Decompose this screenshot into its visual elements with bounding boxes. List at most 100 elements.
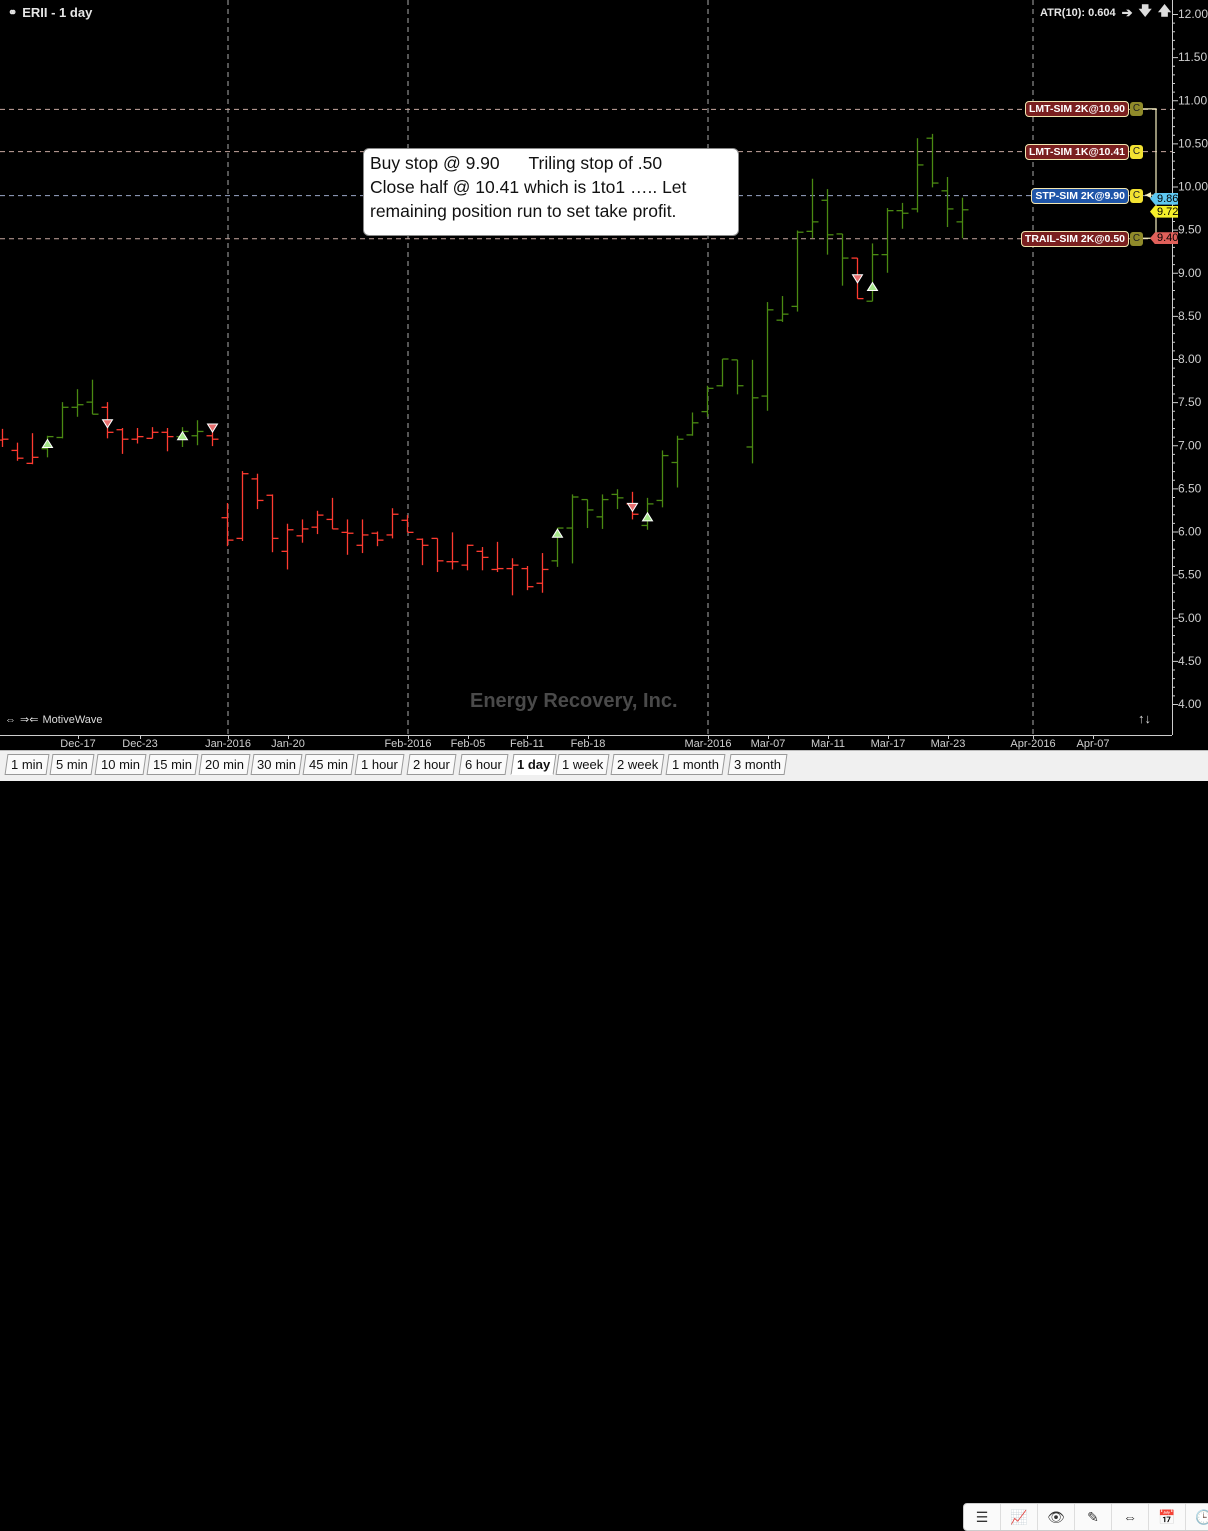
ohlc-bar <box>536 553 549 593</box>
brand-label: MotiveWave <box>42 713 103 726</box>
tab-label: 2 week <box>617 757 659 772</box>
order-label[interactable]: LMT-SIM 2K@10.90 C <box>1024 101 1143 118</box>
price-tick-label: 7.50 <box>1178 395 1202 409</box>
arrow-down-icon[interactable]: 🡇 <box>1138 3 1152 18</box>
tab-label: 5 min <box>56 757 88 772</box>
date-axis[interactable]: Dec-17 Dec-23 Jan-2016 Jan-20 Feb-2016 Feb-05… <box>0 735 1172 750</box>
buy-signal-icon <box>641 511 654 522</box>
ohlc-bar <box>146 427 159 440</box>
price-tick-label: 7.00 <box>1178 438 1202 452</box>
ohlc-bar <box>326 497 339 530</box>
order-label[interactable]: TRAIL-SIM 2K@0.50 C <box>1020 230 1143 247</box>
price-tick-label: 4.00 <box>1178 697 1202 711</box>
ohlc-bar <box>776 296 789 322</box>
order-text[interactable]: LMT-SIM 1K@10.41 <box>1024 143 1129 160</box>
ohlc-bar <box>341 519 354 555</box>
tab-label: 1 day <box>517 757 551 772</box>
date-tick-label: Mar-11 <box>811 738 845 750</box>
date-tick-label: Apr-07 <box>1076 738 1109 750</box>
ohlc-bar <box>161 428 174 452</box>
ohlc-bar <box>251 473 264 510</box>
drawing-tools-icon[interactable]: ✎ <box>1075 1504 1112 1530</box>
order-text[interactable]: STP-SIM 2K@9.90 <box>1031 187 1129 204</box>
chart-title: ⚭ ERII - 1 day <box>8 5 92 20</box>
tab-5-min[interactable]: 5 min <box>49 754 95 775</box>
tab-label: 10 min <box>101 757 141 772</box>
ohlc-bar <box>596 494 609 529</box>
ohlc-bar <box>581 498 594 529</box>
tab-3-month[interactable]: 3 month <box>727 754 788 775</box>
tab-6-hour[interactable]: 6 hour <box>458 754 509 775</box>
tab-2-week[interactable]: 2 week <box>610 754 665 775</box>
tab-1-week[interactable]: 1 week <box>555 754 610 775</box>
clock-icon[interactable]: 🕒 <box>1186 1504 1208 1530</box>
tab-30-min[interactable]: 30 min <box>250 754 303 775</box>
add-study-icon[interactable]: 📈 <box>1001 1504 1038 1530</box>
tab-1-hour[interactable]: 1 hour <box>354 754 405 775</box>
ohlc-bar <box>356 519 369 554</box>
ohlc-bar <box>956 197 969 239</box>
ohlc-bar <box>446 532 459 570</box>
ohlc-bar <box>266 494 279 553</box>
tab-1-day[interactable]: 1 day <box>510 754 557 775</box>
sell-signal-icon <box>626 502 639 513</box>
price-chart[interactable]: 12.00 11.50 11.00 10.50 10.00 9.50 9.00 8.50 8.0… <box>0 0 1208 735</box>
date-tick-label: Feb-11 <box>510 738 544 750</box>
scroll-down-icon[interactable]: ↓ <box>1144 711 1152 726</box>
ohlc-bar <box>431 537 444 573</box>
eye-icon[interactable]: 👁 <box>1038 1504 1075 1530</box>
sell-signal-icon <box>851 274 864 284</box>
ohlc-bar <box>836 233 849 286</box>
arrow-up-icon[interactable]: 🡅 <box>1157 3 1172 18</box>
bracket-line <box>1143 108 1157 239</box>
ohlc-bar <box>401 515 414 534</box>
cancel-order-button[interactable]: C <box>1130 188 1143 203</box>
ohlc-bar <box>191 420 204 446</box>
fit-width-icon[interactable]: ⇔ <box>1112 1504 1149 1530</box>
tab-1-min[interactable]: 1 min <box>4 754 50 775</box>
ohlc-bar <box>506 558 519 596</box>
price-axis[interactable]: 12.00 11.50 11.00 10.50 10.00 9.50 9.00 8.50 8.0… <box>1172 0 1208 735</box>
date-tick-label: Dec-23 <box>122 738 157 750</box>
price-tick-label: 10.50 <box>1178 136 1208 150</box>
cancel-order-button[interactable]: C <box>1130 231 1143 246</box>
collapse-icon[interactable]: ⇒⇐ <box>20 714 39 726</box>
arrow-right-icon[interactable]: ➔ <box>1121 5 1133 20</box>
timeframe-tabs: 1 min 5 min 10 min 15 min 20 min 30 min 45 min… <box>0 750 1208 1531</box>
date-tick-label: Mar-2016 <box>684 738 731 750</box>
date-tick-label: Jan-20 <box>271 738 305 750</box>
tab-45-min[interactable]: 45 min <box>302 754 355 775</box>
price-tick-label: 8.50 <box>1178 309 1202 323</box>
order-label[interactable]: STP-SIM 2K@9.90 C <box>1031 187 1143 204</box>
cancel-order-button[interactable]: C <box>1130 144 1143 159</box>
scroll-up-icon[interactable]: ↑ <box>1138 711 1145 726</box>
expand-icon[interactable]: ⇔ <box>5 713 16 726</box>
calendar-icon[interactable]: 📅 <box>1149 1504 1186 1530</box>
ohlc-bar <box>566 494 579 564</box>
ohlc-bar <box>686 412 699 436</box>
menu-icon[interactable]: ☰ <box>964 1504 1001 1530</box>
cancel-order-button[interactable]: C <box>1130 102 1143 117</box>
price-tick-label: 11.00 <box>1178 93 1207 107</box>
tab-15-min[interactable]: 15 min <box>146 754 199 775</box>
link-icon[interactable]: ⚭ <box>8 7 18 19</box>
ohlc-bar <box>911 138 924 213</box>
ohlc-bar <box>71 389 84 417</box>
tab-10-min[interactable]: 10 min <box>94 754 147 775</box>
price-tick-label: 4.50 <box>1178 654 1202 668</box>
ohlc-bar <box>926 133 939 188</box>
ohlc-bar <box>716 358 729 387</box>
bracket-connector <box>1143 108 1157 239</box>
date-tick-label: Apr-2016 <box>1010 738 1055 750</box>
tab-20-min[interactable]: 20 min <box>198 754 251 775</box>
date-tick-label: Feb-05 <box>451 738 486 750</box>
ohlc-bar <box>26 433 39 465</box>
order-label[interactable]: LMT-SIM 1K@10.41 C <box>1024 143 1143 160</box>
order-text[interactable]: LMT-SIM 2K@10.90 <box>1024 101 1129 118</box>
tab-label: 30 min <box>257 757 297 772</box>
annotation-note[interactable]: Buy stop @ 9.90 Triling stop of .50 Clos… <box>363 148 739 236</box>
order-text[interactable]: TRAIL-SIM 2K@0.50 <box>1020 230 1129 247</box>
chart-toolbar: ☰ 📈 👁 ✎ ⇔ 📅 🕒 <box>963 1503 1208 1531</box>
tab-2-hour[interactable]: 2 hour <box>406 754 457 775</box>
tab-1-month[interactable]: 1 month <box>665 754 726 775</box>
